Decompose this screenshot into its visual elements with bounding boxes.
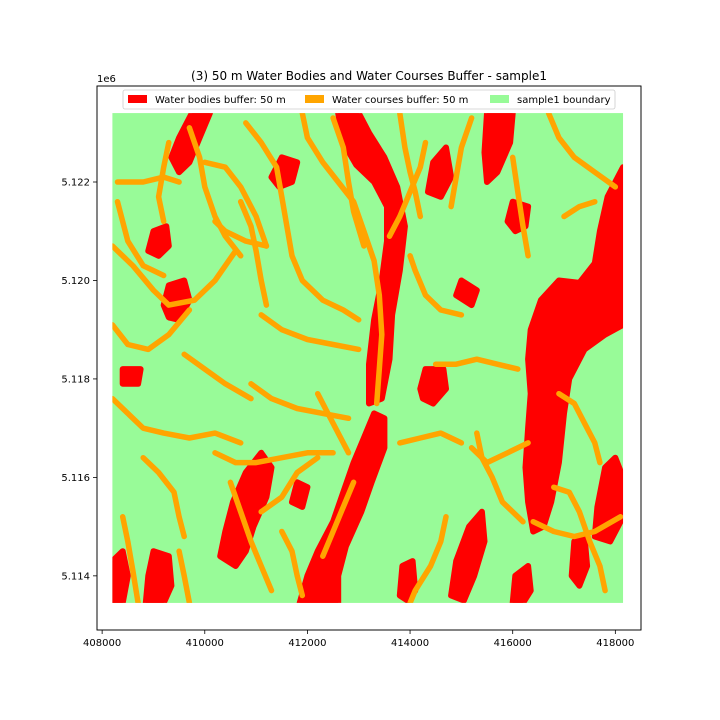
water-course-stream-33 [448,115,475,210]
water-course-stream-4 [114,198,167,279]
y-tick-label: 5.116 [61,473,90,484]
water-course-stream-29 [509,154,531,259]
water-course-stream-37 [155,139,172,225]
legend: Water bodies buffer: 50 m Water courses … [122,89,616,110]
x-tick-label: 416000 [494,638,532,649]
x-tick-label: 412000 [288,638,326,649]
x-tick-label: 414000 [391,638,429,649]
water-body-pond-sc-east [509,563,534,603]
water-course-stream-10 [397,113,424,220]
water-course-stream-21 [397,430,465,446]
chart-title: (3) 50 m Water Bodies and Water Courses … [191,69,547,83]
legend-box [122,89,616,110]
water-course-stream-38 [212,218,270,249]
water-body-lake-northwest [168,113,213,176]
y-axis: 5.114 5.116 5.118 5.120 5.122 [61,178,97,582]
water-course-stream-31 [556,390,603,466]
water-course-stream-40 [320,479,357,559]
water-course-stream-28 [561,198,598,220]
water-course-stream-34 [119,514,141,603]
water-body-pond-left-mid [145,223,172,259]
water-body-pond-mid-right [453,277,480,309]
water-course-stream-27 [530,514,624,540]
legend-swatch-water-bodies [128,95,147,103]
water-course-stream-17 [314,390,352,456]
plot-frame-border [96,85,642,631]
x-tick-label: 418000 [596,638,634,649]
water-body-pond-north-mid2 [425,144,455,200]
legend-swatch-water-courses [305,95,324,103]
legend-swatch-boundary [490,95,509,103]
y-tick-label: 5.122 [61,178,90,189]
water-course-stream-22 [432,356,521,372]
legend-label-water-courses: Water courses buffer: 50 m [332,95,468,106]
water-course-stream-15 [212,450,336,466]
water-body-big-lake-east [522,164,624,535]
water-courses-layer [112,113,624,603]
water-body-pond-south-west [142,548,175,603]
water-body-pond-lower-left-2 [119,366,144,387]
y-tick-label: 5.118 [61,374,90,385]
y-tick-label: 5.120 [61,276,90,287]
water-body-pond-mid-lower [289,479,311,510]
water-course-stream-35 [176,548,193,603]
water-course-stream-24 [407,514,449,603]
water-course-stream-26 [474,430,526,525]
water-course-stream-2 [112,243,239,308]
water-body-pond-mid-east [417,366,449,407]
water-body-lake-south-left [217,449,275,569]
water-course-stream-12 [258,312,362,353]
water-course-stream-14 [181,351,254,402]
water-course-stream-23 [407,253,465,318]
water-course-stream-39 [386,139,429,239]
water-course-stream-9 [299,113,385,407]
water-course-stream-30 [545,113,619,190]
water-body-pond-east-lower [568,533,591,589]
water-body-pond-lower-mid [396,558,419,603]
water-body-pond-south-east [448,508,488,603]
water-course-stream-16 [258,454,321,515]
water-course-stream-5 [112,395,244,446]
x-axis: 408000 410000 412000 414000 416000 418000 [83,630,634,649]
legend-label-boundary: sample1 boundary [517,95,611,106]
y-offset-label: 1e6 [97,74,116,85]
x-tick-label: 410000 [186,638,224,649]
water-course-stream-18 [140,454,187,540]
water-course-stream-36 [237,198,270,308]
water-course-stream-1 [114,174,182,185]
legend-label-water-bodies: Water bodies buffer: 50 m [155,95,286,106]
water-course-stream-32 [551,484,608,594]
water-course-stream-7 [186,125,244,259]
x-tick-label: 408000 [83,638,121,649]
water-course-stream-11 [330,115,367,249]
water-course-stream-8 [243,120,362,323]
water-body-pond-far-west [112,548,131,603]
water-course-stream-3 [112,307,193,353]
water-course-stream-6 [202,159,270,249]
water-course-stream-19 [227,479,275,594]
water-body-lake-north-east [481,113,516,185]
water-course-stream-20 [279,528,306,599]
y-tick-label: 5.114 [61,571,90,582]
